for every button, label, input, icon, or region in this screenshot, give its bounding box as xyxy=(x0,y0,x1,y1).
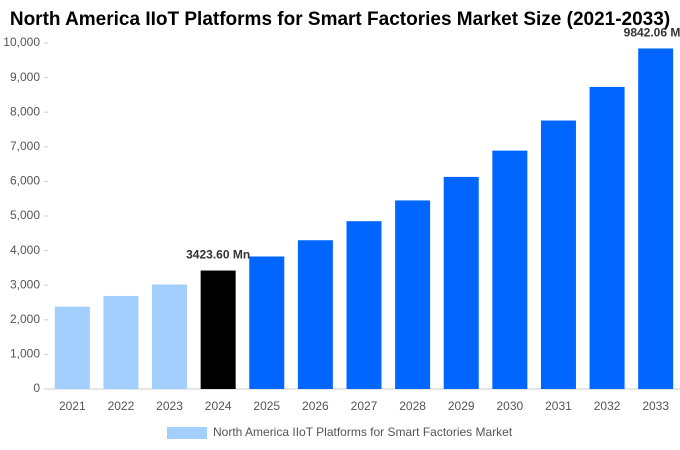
bar xyxy=(589,86,625,389)
bar xyxy=(200,270,236,389)
bar xyxy=(395,200,431,389)
x-tick-label: 2021 xyxy=(59,399,86,413)
y-tick-label: 5,000 xyxy=(10,208,40,222)
y-tick-label: 10,000 xyxy=(3,35,40,49)
x-tick-label: 2029 xyxy=(448,399,475,413)
y-tick-label: 8,000 xyxy=(10,104,40,118)
x-tick-label: 2025 xyxy=(253,399,280,413)
y-tick-label: 6,000 xyxy=(10,174,40,188)
x-tick-label: 2030 xyxy=(496,399,523,413)
y-tick-label: 2,000 xyxy=(10,312,40,326)
y-tick-label: 7,000 xyxy=(10,139,40,153)
bar xyxy=(492,150,528,389)
legend-label: North America IIoT Platforms for Smart F… xyxy=(213,425,513,439)
y-tick-label: 3,000 xyxy=(10,277,40,291)
x-tick-label: 2022 xyxy=(108,399,135,413)
bar xyxy=(249,256,285,389)
y-tick-label: 9,000 xyxy=(10,70,40,84)
chart-title: North America IIoT Platforms for Smart F… xyxy=(10,9,670,30)
bar xyxy=(443,176,479,389)
bar xyxy=(346,221,382,389)
x-tick-label: 2026 xyxy=(302,399,329,413)
legend-swatch xyxy=(167,427,207,439)
x-tick-label: 2028 xyxy=(399,399,426,413)
value-label: 9842.06 Mn xyxy=(624,26,680,40)
x-tick-label: 2031 xyxy=(545,399,572,413)
x-tick-label: 2033 xyxy=(642,399,669,413)
bar xyxy=(540,120,576,389)
bar xyxy=(638,48,674,390)
value-label: 3423.60 Mn xyxy=(186,248,250,262)
y-tick-label: 4,000 xyxy=(10,243,40,257)
bar xyxy=(152,284,188,389)
bar xyxy=(103,295,139,389)
x-tick-label: 2032 xyxy=(594,399,621,413)
x-tick-label: 2023 xyxy=(156,399,183,413)
bar xyxy=(54,306,90,389)
y-tick-label: 1,000 xyxy=(10,347,40,361)
x-tick-label: 2027 xyxy=(351,399,378,413)
x-tick-label: 2024 xyxy=(205,399,232,413)
bar xyxy=(297,240,333,389)
y-tick-label: 0 xyxy=(33,381,40,395)
